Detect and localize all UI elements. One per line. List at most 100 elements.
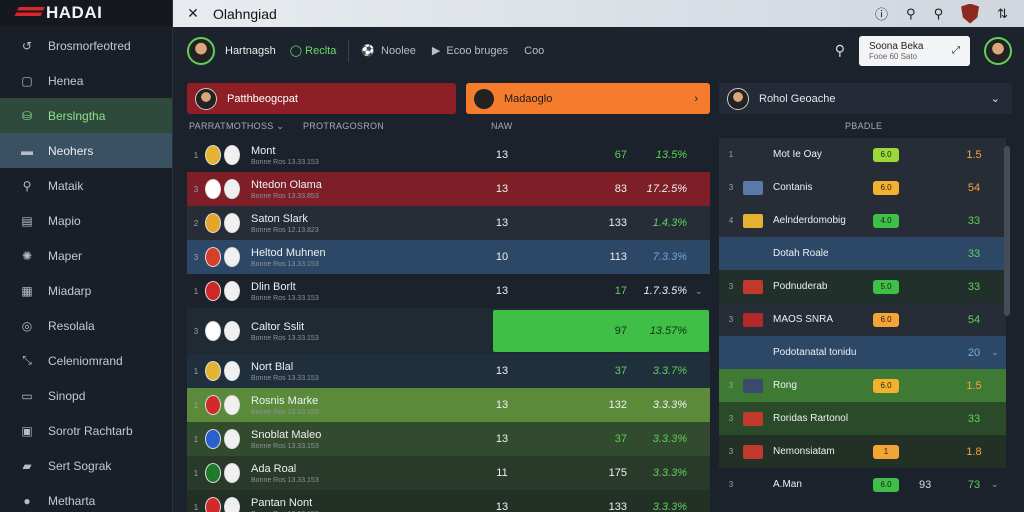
nav-item-coo[interactable]: Coo (524, 45, 544, 57)
info-icon[interactable]: ⓘ (875, 7, 889, 22)
scrollbar[interactable] (1004, 146, 1010, 316)
sidebar-item[interactable]: ⤡ Celeniomrand (0, 343, 172, 378)
sidebar-item[interactable]: ▦ Miadarp (0, 273, 172, 308)
table-row[interactable]: 3 Podnuderab 5.0 33 (719, 270, 1006, 303)
sidebar-item[interactable]: ▣ Sorotr Rachtarb (0, 413, 172, 448)
account-card-button[interactable]: Soona Beka Fooe 60 Sato ⤢ (859, 35, 970, 66)
table-row[interactable]: 1 Ada Roal Bonne Ros 13.33.153 11 175 3.… (187, 456, 710, 490)
row-value: 1.5 (966, 148, 982, 161)
odds-pill[interactable]: 5.0 (873, 279, 899, 294)
sidebar-item-icon: ▣ (21, 423, 33, 438)
banner-dark[interactable]: Rohol Geoache ⌄ (719, 83, 1012, 114)
column-header-b[interactable]: PROTRAGOSRON (303, 121, 385, 131)
odds-pill[interactable]: 4.0 (873, 213, 899, 228)
sidebar-item[interactable]: ▬ Neohers (0, 133, 172, 168)
table-row[interactable]: 3 MAOS SNRA 6.0 54 (719, 303, 1006, 336)
nav-item-ecoo[interactable]: ▶ Ecoo bruges (432, 44, 508, 58)
club-crest-icon (743, 213, 763, 228)
sidebar-item[interactable]: ▤ Mapio (0, 203, 172, 238)
sidebar-item-label: Henea (48, 73, 84, 88)
team-name: Snoblat Maleo (251, 428, 322, 441)
chevron-down-icon[interactable]: ⌄ (991, 479, 999, 489)
team-name: Nort Blal (251, 360, 294, 373)
sidebar-item-icon: ▭ (21, 388, 33, 403)
chevron-down-icon: ⌄ (990, 93, 1000, 105)
club-crest-icon (743, 312, 763, 327)
team-crest-icon (205, 281, 221, 301)
banner-label: Rohol Geoache (759, 92, 836, 105)
row-rank: 1 (193, 150, 199, 160)
club-shield-icon[interactable] (961, 3, 980, 24)
table-row[interactable]: 3 Heltod Muhnen Bonne Ros 13.33.153 10 1… (187, 240, 710, 274)
mid-value: 93 (919, 478, 932, 491)
odds-pill[interactable]: 6.0 (873, 147, 899, 162)
table-row[interactable]: 3 Contanis 6.0 54 (719, 171, 1006, 204)
chevron-down-icon[interactable]: ⌄ (695, 285, 703, 296)
zoom-icon[interactable]: ⚲ (933, 5, 944, 21)
row-rank: 1 (193, 400, 199, 410)
row-rank: 3 (193, 184, 199, 194)
sidebar-item[interactable]: ⚲ Mataik (0, 168, 172, 203)
banner-red[interactable]: Patthbeogcpat (187, 83, 456, 114)
sidebar-item-icon: ⛁ (21, 108, 33, 123)
table-row[interactable]: Podotanatal tonidu 20 ⌄ (719, 336, 1006, 369)
table-row[interactable]: 3 A.Man 6.0 93 73 ⌄ (719, 468, 1006, 501)
close-icon[interactable]: ✕ (187, 5, 199, 21)
team-crest-icon (205, 463, 221, 483)
sidebar-item-icon: ▬ (21, 143, 33, 158)
sidebar-item[interactable]: ↺ Brosmorfeotred (0, 28, 172, 63)
logo[interactable]: HADAI (0, 0, 172, 26)
sidebar-item[interactable]: ▭ Sinopd (0, 378, 172, 413)
banner-orange[interactable]: Madaoglo › (466, 83, 710, 114)
settings-icon[interactable]: ⇅ (997, 5, 1008, 21)
sidebar-item[interactable]: ⛁ Berslngtha (0, 98, 172, 133)
sidebar-item[interactable]: ✺ Maper (0, 238, 172, 273)
table-row[interactable]: 1 Mont Bonne Ros 13.33.153 13 67 13.5% (187, 138, 710, 172)
odds-pill[interactable]: 6.0 (873, 477, 899, 492)
percent-value: 3.3.3% (652, 433, 687, 445)
team-crest-icon (224, 145, 240, 165)
column-header-mid[interactable]: NAW (491, 121, 513, 131)
column-header-right[interactable]: PBADLE (845, 121, 883, 131)
sidebar-item[interactable]: ● Metharta (0, 483, 172, 512)
player-avatar (727, 87, 749, 110)
table-row[interactable]: 3 Nemonsiatam 1 1.8 (719, 435, 1006, 468)
odds-pill[interactable]: 6.0 (873, 378, 899, 393)
table-row[interactable]: 1 Nort Blal Bonne Ros 13.33.153 13 37 3.… (187, 354, 710, 388)
chevron-down-icon[interactable]: ⌄ (991, 347, 999, 357)
team-sub: Bonne Ros 13.33.153 (251, 511, 421, 512)
table-row[interactable]: 2 Saton Slark Bonne Ros 12.13.823 13 133… (187, 206, 710, 240)
table-row[interactable]: 3 Caltor Sslit Bonne Ros 13.33.153 97 13… (187, 308, 710, 354)
club-crest-icon (743, 180, 763, 195)
sidebar-item[interactable]: ◎ Resolala (0, 308, 172, 343)
odds-pill[interactable]: 1 (873, 444, 899, 459)
search-icon[interactable]: ⚲ (906, 5, 916, 21)
nav-item-noolee[interactable]: ⚽ Noolee (361, 44, 416, 58)
table-row[interactable]: 1 Dlin Borlt Bonne Ros 13.33.153 13 17 1… (187, 274, 710, 308)
row-name: Rong (773, 380, 797, 391)
odds-pill[interactable]: 6.0 (873, 180, 899, 195)
table-row[interactable]: Dotah Roale 33 (719, 237, 1006, 270)
table-row[interactable]: 1 Snoblat Maleo Bonne Ros 13.33.153 13 3… (187, 422, 710, 456)
avatar[interactable] (187, 36, 215, 65)
table-row[interactable]: 1 Pantan Nont Bonne Ros 13.33.153 13 133… (187, 490, 710, 512)
sidebar-item-icon: ▢ (21, 73, 33, 88)
odds-pill[interactable]: 6.0 (873, 312, 899, 327)
points-value: 175 (608, 467, 627, 479)
percent-value: 1.7.3.5% (643, 285, 687, 297)
user-avatar[interactable] (984, 36, 1012, 65)
sidebar-item[interactable]: ▰ Sert Sograk (0, 448, 172, 483)
row-rank: 1 (193, 502, 199, 512)
table-row[interactable]: 1 Rosnis Marke Bonne Ros 13.33.153 13 13… (187, 388, 710, 422)
table-row[interactable]: 3 Roridas Rartonol 33 (719, 402, 1006, 435)
sidebar: HADAI ↺ Brosmorfeotred ▢ Henea ⛁ Berslngtha ▬ N… (0, 0, 173, 512)
column-header-a[interactable]: PARRATMOTHOSS ⌄ (189, 121, 285, 131)
table-row[interactable]: 4 Aelnderdomobig 4.0 33 (719, 204, 1006, 237)
row-rank: 2 (193, 218, 199, 228)
team-crest-icon (205, 429, 221, 449)
search-icon[interactable]: ⚲ (834, 42, 845, 58)
table-row[interactable]: 3 Ntedon Olama Bonne Ros 13.33.853 13 83… (187, 172, 710, 206)
table-row[interactable]: 3 Rong 6.0 1.5 (719, 369, 1006, 402)
table-row[interactable]: 1 Mot Ie Oay 6.0 1.5 (719, 138, 1006, 171)
sidebar-item[interactable]: ▢ Henea (0, 63, 172, 98)
